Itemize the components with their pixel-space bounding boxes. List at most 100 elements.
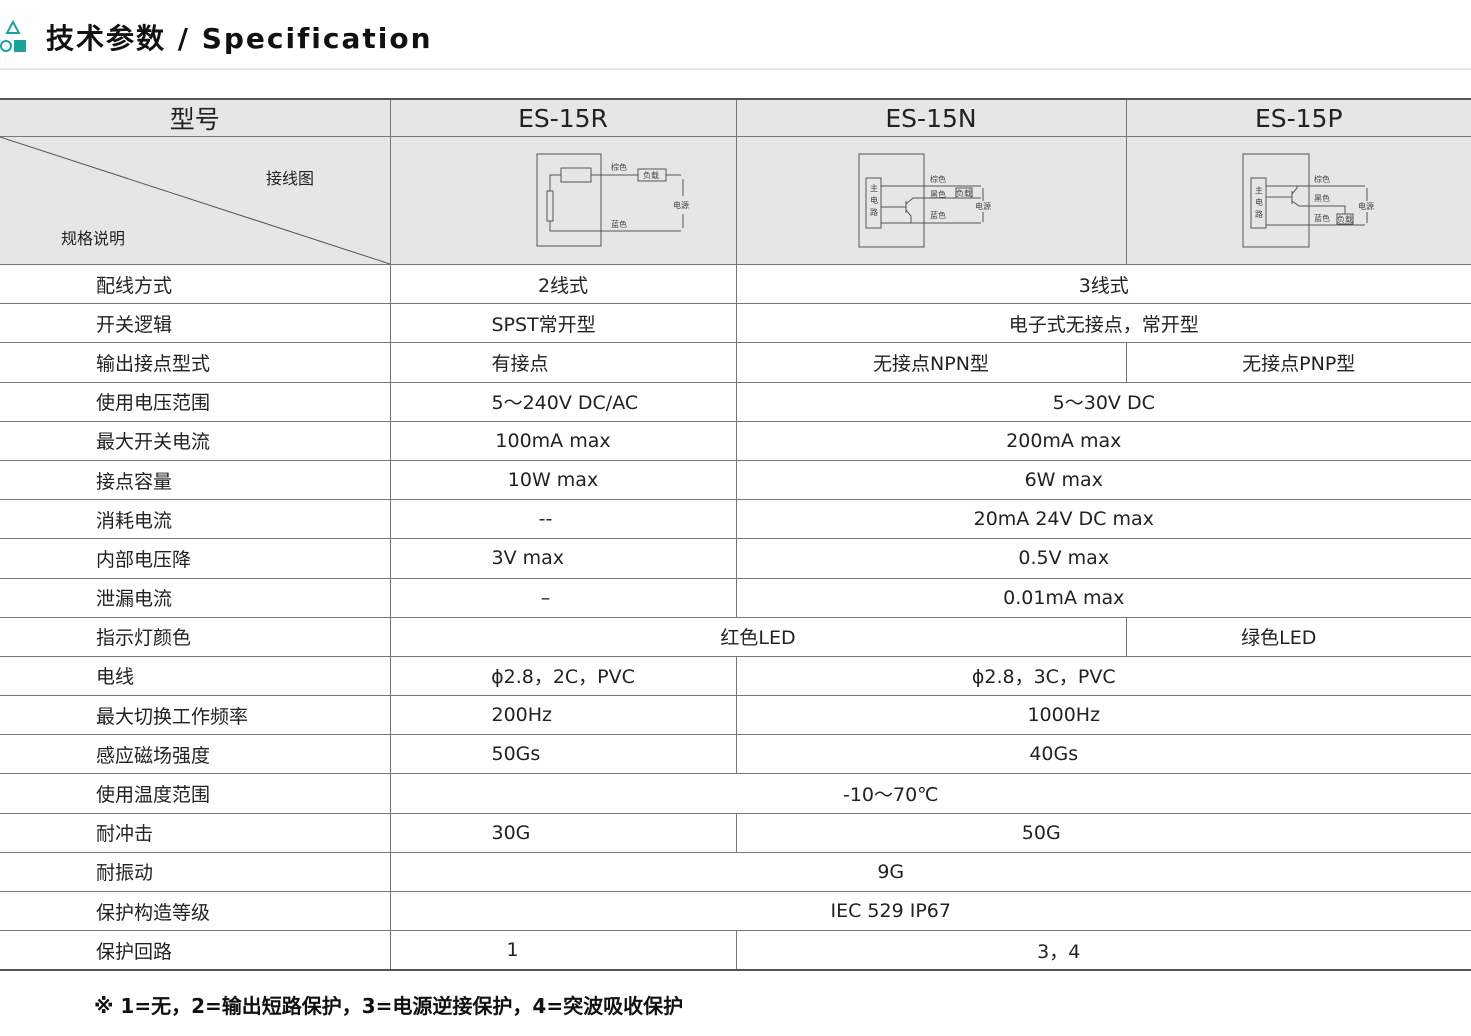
row-label: 输出接点型式 bbox=[0, 342, 391, 383]
table-row: 最大切换工作频率 200Hz 1000Hz bbox=[0, 695, 1471, 736]
table-row: 输出接点型式 有接点 无接点NPN型 无接点PNP型 bbox=[0, 342, 1471, 383]
cell-value: 2线式 bbox=[390, 264, 737, 305]
cell-value: 200mA max bbox=[736, 421, 1471, 461]
blue-wire-label: 蓝色 bbox=[611, 219, 627, 229]
load-label: 负载 bbox=[956, 188, 972, 198]
cell-value: 200Hz bbox=[390, 695, 737, 736]
row-label: 耐冲击 bbox=[0, 813, 391, 853]
table-row: 使用温度范围 -10～70℃ bbox=[0, 773, 1471, 814]
table-row: 保护回路 1 3，4 bbox=[0, 930, 1471, 971]
main-circuit-label-2: 电 bbox=[870, 195, 878, 205]
cell-value: – bbox=[390, 578, 737, 618]
cell-value: 绿色LED bbox=[1126, 617, 1471, 657]
section-header: 技术参数 / Specification bbox=[0, 14, 433, 60]
cell-value: 100mA max bbox=[390, 421, 737, 461]
row-label: 最大切换工作频率 bbox=[0, 695, 391, 736]
main-circuit-label-2: 电 bbox=[1255, 197, 1263, 207]
cell-value: 0.01mA max bbox=[736, 578, 1471, 618]
blue-wire-label: 蓝色 bbox=[1314, 213, 1330, 223]
cell-value: 1 bbox=[390, 930, 737, 971]
diagram-row: 接线图 规格说明 棕色 负载 电源 蓝色 bbox=[0, 136, 1471, 265]
brown-wire-label: 棕色 bbox=[930, 174, 946, 184]
model-es-15r: ES-15R bbox=[390, 99, 737, 137]
cell-value: 有接点 bbox=[390, 342, 737, 383]
spec-table: 型号 ES-15R ES-15N ES-15P 接线图 规格说明 棕色 负载 电… bbox=[0, 98, 1471, 971]
table-row: 开关逻辑 SPST常开型 电子式无接点，常开型 bbox=[0, 303, 1471, 344]
row-label: 泄漏电流 bbox=[0, 578, 391, 618]
table-row: 感应磁场强度 50Gs 40Gs bbox=[0, 734, 1471, 775]
row-label: 保护构造等级 bbox=[0, 891, 391, 932]
header-row: 型号 ES-15R ES-15N ES-15P bbox=[0, 99, 1471, 137]
cell-value: 20mA 24V DC max bbox=[736, 499, 1471, 540]
row-label: 电线 bbox=[0, 656, 391, 697]
corner-header: 接线图 规格说明 bbox=[0, 137, 390, 264]
cell-value: 30G bbox=[390, 813, 737, 853]
cell-value: 40Gs bbox=[736, 734, 1471, 775]
blue-wire-label: 蓝色 bbox=[930, 210, 946, 220]
cell-value: 3线式 bbox=[736, 264, 1471, 305]
table-row: 配线方式 2线式 3线式 bbox=[0, 264, 1471, 305]
row-label: 接点容量 bbox=[0, 460, 391, 501]
cell-value: ϕ2.8，2C，PVC bbox=[390, 656, 737, 697]
table-row: 内部电压降 3V max 0.5V max bbox=[0, 538, 1471, 579]
row-label: 耐振动 bbox=[0, 852, 391, 893]
divider bbox=[0, 68, 1471, 70]
table-row: 电线 ϕ2.8，2C，PVC ϕ2.8，3C，PVC bbox=[0, 656, 1471, 697]
cell-value: 无接点PNP型 bbox=[1126, 342, 1471, 383]
main-circuit-label-3: 路 bbox=[870, 207, 878, 217]
power-label: 电源 bbox=[1358, 201, 1374, 211]
model-label: 型号 bbox=[0, 99, 391, 137]
load-label: 负载 bbox=[643, 170, 659, 180]
main-circuit-label-1: 主 bbox=[1255, 185, 1263, 195]
cell-value: 0.5V max bbox=[736, 538, 1471, 579]
table-row: 消耗电流 -- 20mA 24V DC max bbox=[0, 499, 1471, 540]
row-label: 感应磁场强度 bbox=[0, 734, 391, 775]
row-label: 配线方式 bbox=[0, 264, 391, 305]
cell-value: 3V max bbox=[390, 538, 737, 579]
cell-value: IEC 529 IP67 bbox=[390, 891, 1471, 932]
black-wire-label: 黑色 bbox=[1314, 193, 1330, 203]
cell-value: SPST常开型 bbox=[390, 303, 737, 344]
wiring-diagram-pnp: 主 电 路 棕色 黑色 蓝色 负载 电源 bbox=[1242, 153, 1374, 247]
row-label: 保护回路 bbox=[0, 930, 391, 971]
row-label: 消耗电流 bbox=[0, 499, 391, 540]
cell-value: ϕ2.8，3C，PVC bbox=[736, 656, 1471, 697]
wiring-diagram-npn: 主 电 路 棕色 黑色 蓝色 负载 电源 bbox=[858, 153, 991, 247]
cell-value: 50Gs bbox=[390, 734, 737, 775]
cell-value: 5～30V DC bbox=[736, 382, 1471, 422]
cell-value: 6W max bbox=[736, 460, 1471, 501]
spec-label: 规格说明 bbox=[61, 229, 126, 248]
model-es-15p: ES-15P bbox=[1126, 99, 1471, 137]
table-row: 耐振动 9G bbox=[0, 852, 1471, 893]
cell-value: -10～70℃ bbox=[390, 773, 1471, 814]
table-row: 保护构造等级 IEC 529 IP67 bbox=[0, 891, 1471, 932]
main-circuit-label-3: 路 bbox=[1255, 209, 1263, 219]
diagonal-line bbox=[0, 137, 390, 264]
wiring-diagram-2wire: 棕色 负载 电源 蓝色 bbox=[536, 153, 689, 246]
row-label: 开关逻辑 bbox=[0, 303, 391, 344]
brown-wire-label: 棕色 bbox=[611, 162, 627, 172]
cell-value: 9G bbox=[390, 852, 1471, 893]
row-label: 使用电压范围 bbox=[0, 382, 391, 422]
cell-value: 5～240V DC/AC bbox=[390, 382, 737, 422]
row-label: 指示灯颜色 bbox=[0, 617, 391, 657]
cell-value: 红色LED bbox=[390, 617, 1127, 657]
table-row: 最大开关电流 100mA max 200mA max bbox=[0, 421, 1471, 461]
footnote: ※ 1=无，2=输出短路保护，3=电源逆接保护，4=突波吸收保护 bbox=[94, 994, 684, 1018]
page-title: 技术参数 / Specification bbox=[46, 22, 433, 55]
cell-value: -- bbox=[390, 499, 737, 540]
row-label: 使用温度范围 bbox=[0, 773, 391, 814]
table-row: 使用电压范围 5～240V DC/AC 5～30V DC bbox=[0, 382, 1471, 422]
shapes-icon bbox=[0, 20, 26, 52]
power-label: 电源 bbox=[673, 200, 689, 210]
brown-wire-label: 棕色 bbox=[1314, 174, 1330, 184]
black-wire-label: 黑色 bbox=[930, 189, 946, 199]
table-row: 指示灯颜色 红色LED 绿色LED bbox=[0, 617, 1471, 657]
wiring-label: 接线图 bbox=[266, 169, 315, 188]
cell-value: 电子式无接点，常开型 bbox=[736, 303, 1471, 344]
cell-value: 50G bbox=[736, 813, 1471, 853]
row-label: 最大开关电流 bbox=[0, 421, 391, 461]
load-label: 负载 bbox=[1337, 214, 1353, 224]
table-row: 泄漏电流 –0.01mA max bbox=[0, 578, 1471, 618]
cell-value: 3，4 bbox=[736, 930, 1471, 971]
